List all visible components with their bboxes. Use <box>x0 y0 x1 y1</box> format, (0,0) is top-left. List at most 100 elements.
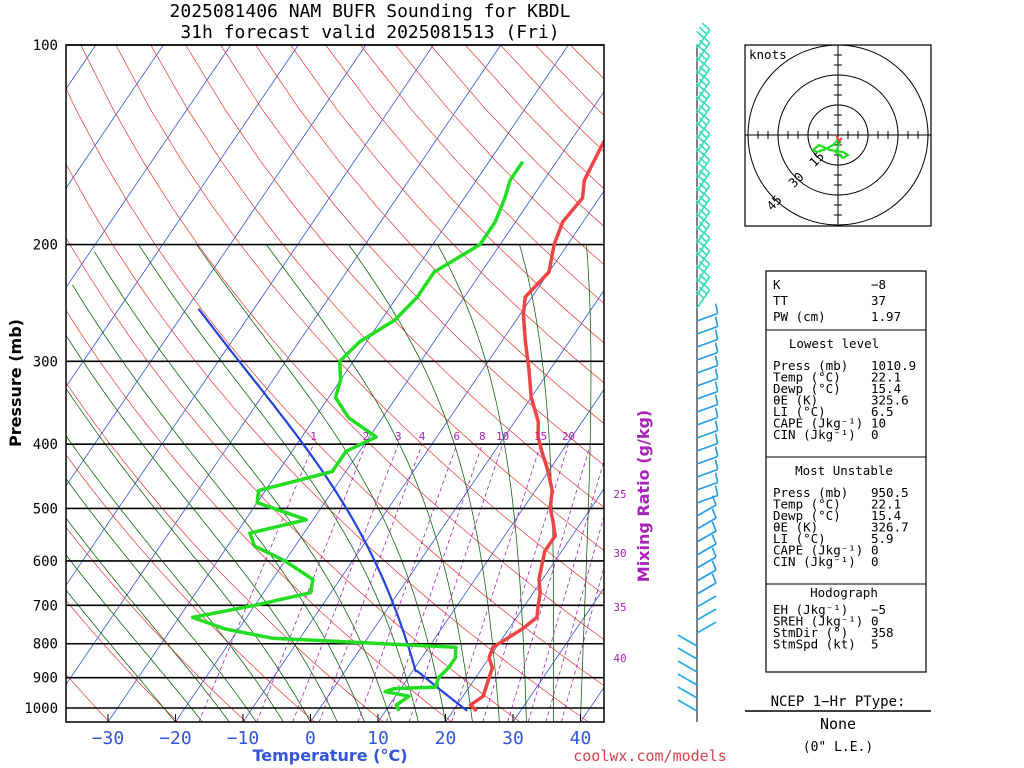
temperature-tick-30: 30 <box>502 728 524 749</box>
moist-adiabat-line <box>519 244 555 722</box>
most-unstable-title: Most Unstable <box>795 463 893 478</box>
most-unstable-value: 950.5 <box>871 485 909 500</box>
most-unstable-value: 22.1 <box>871 497 901 512</box>
mixing-ratio-line <box>292 444 399 722</box>
isotherm-line <box>66 45 367 487</box>
isotherm-line <box>175 91 604 722</box>
wind-barb <box>696 508 717 530</box>
isotherm-line <box>66 45 164 189</box>
mixing-ratio-label-20: 20 <box>562 430 575 443</box>
parcel-path <box>197 308 468 712</box>
wind-barb <box>696 534 717 556</box>
pressure-tick-400: 400 <box>33 437 58 453</box>
moist-adiabat-line <box>66 387 311 722</box>
lowest-level-label: CAPE (Jkg⁻¹) <box>773 416 863 431</box>
most-unstable-value: 0 <box>871 554 879 569</box>
wind-barb <box>696 459 719 478</box>
hodograph-stat-label: StmSpd (kt) <box>773 637 856 652</box>
sounding-traces <box>190 139 604 713</box>
mixing-ratio-line <box>482 444 569 722</box>
dry-adiabat-line <box>150 45 604 551</box>
most-unstable-label: LI (°C) <box>773 531 826 546</box>
pressure-tick-900: 900 <box>33 671 58 687</box>
lowest-level-rows: Press (mb) 1010.9 Temp (°C) 22.1 Dewp (°C) 15… <box>773 358 916 442</box>
temperature-tick-10: 10 <box>367 728 389 749</box>
mixing-ratio-labels: 1 2 3 4 6 8 10 15 20 25 30 35 40 <box>310 430 626 665</box>
wind-barb <box>696 368 719 387</box>
wind-barb <box>696 547 717 569</box>
isotherm-line <box>377 388 604 722</box>
lowest-level-value: 22.1 <box>871 370 901 385</box>
mixing-ratio-label-8: 8 <box>479 430 486 443</box>
hodograph-stat-label: SREH (Jkg⁻¹) <box>773 614 863 629</box>
pressure-tick-800: 800 <box>33 637 58 653</box>
dry-adiabat-line <box>80 45 604 640</box>
wind-barb <box>696 485 719 504</box>
hodograph-trace <box>811 139 851 160</box>
mixing-ratio-label-2: 2 <box>363 430 370 443</box>
most-unstable-value: 326.7 <box>871 520 909 535</box>
wind-barb <box>696 621 717 634</box>
wind-barb <box>696 303 719 322</box>
moist-adiabat-line <box>580 244 592 722</box>
mixing-ratio-label-10: 10 <box>496 430 509 443</box>
lowest-level-value: 6.5 <box>871 404 894 419</box>
wind-barb <box>696 407 719 426</box>
most-unstable-value: 5.9 <box>871 531 894 546</box>
wind-barb <box>696 178 711 205</box>
temperature-tick-0: 0 <box>305 728 316 749</box>
dry-adiabat-line <box>66 87 604 687</box>
lowest-level-title: Lowest level <box>789 336 879 351</box>
mixing-ratio-axis-label: Mixing Ratio (g/kg) <box>634 410 653 582</box>
wind-barb <box>696 394 719 413</box>
pressure-tick-labels: 100 200 300 400 500 600 700 800 900 1000 <box>24 38 58 717</box>
wind-barb <box>696 573 717 595</box>
most-unstable-label: Dewp (°C) <box>773 508 841 523</box>
isotherm-line <box>66 45 434 586</box>
wind-barb <box>696 165 711 192</box>
moist-adiabat-line <box>66 334 338 722</box>
wind-barb <box>696 560 717 582</box>
isotherm-line <box>512 587 604 722</box>
lowest-level-label: Dewp (°C) <box>773 381 841 396</box>
k-index-value: −8 <box>871 277 886 292</box>
index-panel: K −8 TT 37 PW (cm) 1.97 Lowest level Pre… <box>765 270 927 673</box>
moist-adiabat-line <box>138 244 419 722</box>
moist-adiabat-line <box>66 554 203 722</box>
mixing-ratio-line <box>560 566 604 722</box>
lowest-level-label: θE (K) <box>773 393 818 408</box>
moist-adiabat-line <box>94 251 392 722</box>
moist-adiabat-line <box>437 244 527 722</box>
dry-adiabat-line <box>255 45 604 425</box>
pressure-tick-700: 700 <box>33 598 58 614</box>
wind-barb <box>677 647 698 660</box>
dry-adiabat-line <box>66 163 589 722</box>
mixing-ratio-line <box>545 514 604 722</box>
wind-barbs <box>677 22 719 712</box>
isotherm-line <box>66 45 299 388</box>
mixing-ratio-line <box>507 444 591 722</box>
ptype-panel: NCEP 1−Hr PType: None (0" L.E.) <box>745 694 931 755</box>
ptype-title: NCEP 1−Hr PType: <box>771 694 906 710</box>
index-panel-frame <box>765 270 927 673</box>
moist-adiabat-line <box>66 589 176 722</box>
mixing-ratio-label-30: 30 <box>613 547 626 560</box>
wind-barb <box>696 433 719 452</box>
isobar-lines <box>66 44 604 709</box>
dry-adiabat-line <box>325 45 604 344</box>
moist-adiabat-line <box>66 435 284 722</box>
tt-index-value: 37 <box>871 293 886 308</box>
wind-barb <box>696 355 719 374</box>
k-index-label: K <box>773 277 781 292</box>
wind-barb <box>696 269 711 296</box>
wind-barb <box>677 699 698 712</box>
pressure-tick-300: 300 <box>33 354 58 370</box>
wind-barb <box>696 217 711 244</box>
wind-barb <box>696 100 711 127</box>
mixing-ratio-line <box>318 444 423 722</box>
dry-adiabat-line <box>66 599 179 722</box>
wind-barb <box>696 595 717 608</box>
lowest-level-value: 325.6 <box>871 393 909 408</box>
mixing-ratio-line <box>385 444 483 722</box>
